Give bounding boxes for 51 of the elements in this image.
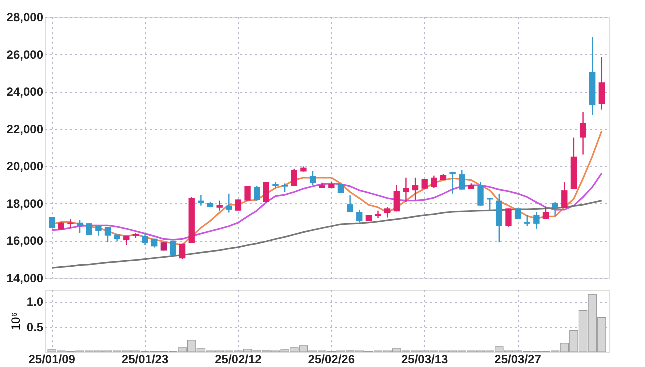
candlestick [478, 181, 484, 206]
y-tick-label: 24,000 [6, 85, 44, 100]
x-tick-label: 25/02/12 [215, 352, 262, 366]
candlestick [375, 210, 382, 220]
candlestick [542, 206, 550, 220]
y-tick-label: 16,000 [6, 234, 44, 248]
candlestick [514, 208, 522, 220]
y-tick-label: 22,000 [6, 122, 44, 136]
x-tick-label: 25/02/26 [308, 352, 356, 366]
x-tick-label: 25/01/09 [28, 352, 76, 366]
candlestick [254, 185, 260, 202]
x-tick-label: 25/01/23 [122, 352, 169, 366]
candlestick [356, 209, 363, 224]
y-tick-label: 14,000 [6, 272, 44, 286]
candlestick [450, 171, 456, 195]
x-tick-label: 25/03/13 [401, 352, 449, 366]
candlestick [431, 175, 438, 189]
y-tick-label: 20,000 [6, 160, 44, 174]
candlestick [68, 218, 74, 229]
y-tick-label: 28,000 [6, 10, 44, 24]
candlestick [598, 56, 606, 110]
candlestick [580, 112, 586, 156]
candlestick [263, 182, 270, 202]
candlestick [534, 211, 540, 230]
x-tick-label: 25/03/27 [494, 352, 542, 366]
candlestick [403, 177, 410, 204]
candlestick [394, 184, 400, 212]
candlestick [235, 199, 242, 212]
y-tick-label: 1.0 [26, 295, 44, 310]
candlestick [562, 181, 568, 209]
candlestick [506, 208, 512, 228]
candlestick [310, 170, 316, 186]
candlestick [291, 168, 298, 187]
candlestick [244, 186, 251, 202]
candlestick [347, 195, 354, 213]
y-tick-label: 0.5 [26, 320, 44, 334]
candlestick [216, 200, 223, 212]
candlestick [179, 243, 186, 260]
candlestick [104, 226, 112, 244]
y-axis-title: 10⁶ [8, 312, 23, 331]
candlestick [226, 193, 232, 214]
candlestick [459, 169, 466, 190]
candlestick [412, 177, 419, 201]
y-tick-label: 26,000 [6, 48, 44, 62]
candlestick [86, 222, 92, 236]
candlestick [142, 233, 148, 246]
y-tick-label: 18,000 [6, 196, 44, 211]
candlestick [384, 206, 391, 218]
candlestick [76, 220, 84, 234]
candlestick [552, 202, 558, 217]
line-series [51, 172, 603, 241]
